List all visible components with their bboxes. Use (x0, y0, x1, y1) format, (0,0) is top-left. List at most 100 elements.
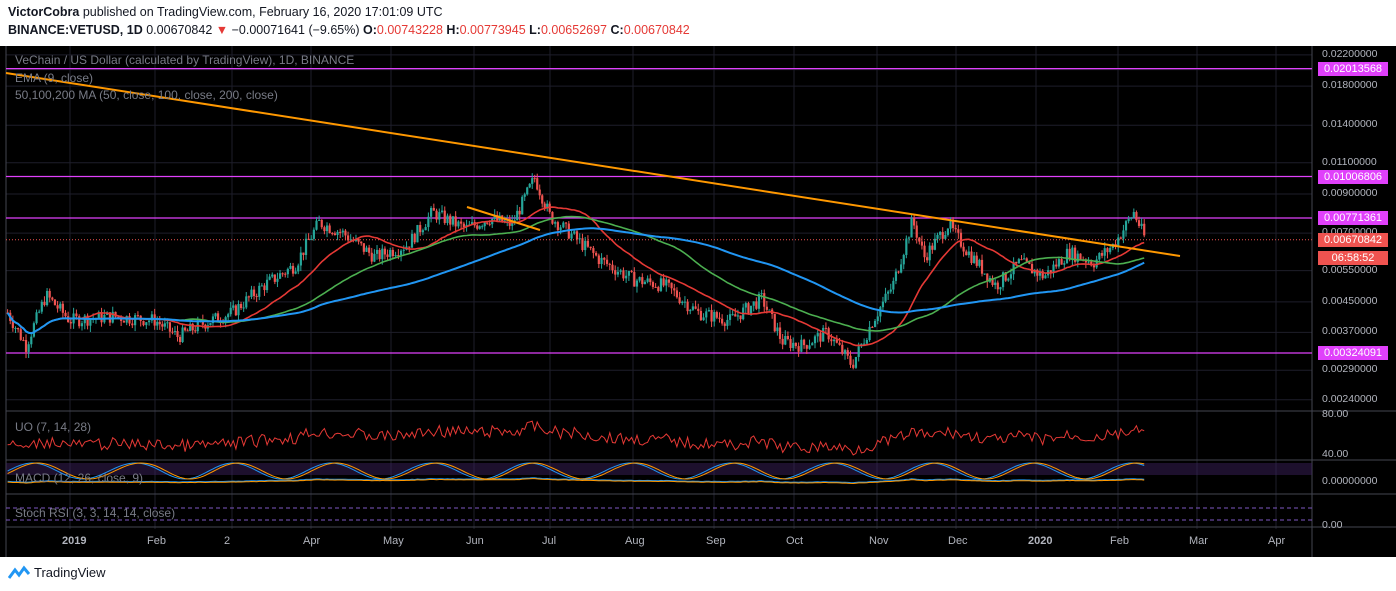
candle-body (310, 238, 313, 240)
candle-body (907, 237, 911, 239)
candle-body (75, 313, 78, 317)
candle-body (765, 306, 768, 310)
candle-body (341, 230, 344, 233)
candle-body (368, 247, 371, 253)
candle-body (928, 245, 931, 261)
candle-body (619, 270, 622, 272)
candle-body (523, 194, 526, 197)
candle-body (189, 323, 192, 332)
candle-body (443, 210, 446, 223)
candle-body (432, 207, 435, 211)
candle-body (435, 210, 438, 220)
candle-body (419, 225, 422, 233)
candle-body (835, 339, 838, 343)
chart-canvas[interactable] (0, 46, 1396, 557)
candlestick-series (6, 173, 1146, 370)
candle-body (879, 307, 882, 317)
candle-body (145, 322, 148, 326)
candle-body (430, 207, 433, 217)
uo-axis-80: 80.00 (1322, 408, 1349, 420)
time-tick-label: Jun (466, 535, 484, 547)
candle-body (1119, 237, 1122, 239)
candle-body (1124, 221, 1128, 231)
candle-body (462, 223, 465, 227)
candle-body (643, 281, 647, 285)
tradingview-logo-icon[interactable] (8, 565, 30, 581)
candle-body (156, 321, 159, 326)
candle-body (1057, 259, 1060, 267)
candle-body (760, 293, 763, 295)
candle-body (122, 320, 126, 323)
candle-body (1001, 272, 1005, 288)
ema-legend[interactable]: EMA (9, close) (15, 71, 94, 85)
candle-body (78, 316, 81, 327)
stoch-k-line (7, 462, 1145, 480)
candle-body (894, 271, 898, 281)
price-tick-label: 0.00550000 (1322, 263, 1378, 276)
brand-name[interactable]: TradingView (34, 565, 106, 580)
stoch-rsi-legend[interactable]: Stoch RSI (3, 3, 14, 14, close) (15, 506, 176, 520)
time-tick-label: Mar (1189, 535, 1208, 547)
candle-body (556, 222, 559, 231)
candle-body (564, 222, 568, 224)
candle-body (1100, 253, 1104, 256)
candle-body (263, 285, 266, 291)
candle-body (551, 211, 554, 224)
candle-body (600, 257, 603, 265)
candle-body (694, 306, 697, 309)
candle-body (229, 307, 232, 315)
main-legend-title[interactable]: VeChain / US Dollar (calculated by Tradi… (15, 53, 355, 67)
candle-body (331, 233, 334, 235)
candle-body (884, 293, 887, 302)
candle-body (965, 251, 968, 256)
macd-axis-zero: 0.00000000 (1322, 475, 1378, 487)
candle-body (1044, 275, 1047, 279)
candle-body (1122, 230, 1125, 239)
candle-body (136, 315, 140, 317)
candle-body (299, 252, 302, 266)
candle-body (100, 312, 103, 323)
publish-info: VictorCobra published on TradingView.com… (8, 5, 443, 19)
candle-body (1130, 217, 1133, 219)
uo-axis-40: 40.00 (1322, 448, 1349, 460)
candle-body (1028, 261, 1031, 265)
author-name[interactable]: VictorCobra (8, 5, 80, 19)
candle-body (1073, 247, 1077, 262)
ma-legend[interactable]: 50,100,200 MA (50, close, 100, close, 20… (15, 88, 278, 102)
time-tick-label: Nov (869, 535, 889, 547)
candle-body (941, 232, 944, 239)
horizontal-levels (6, 68, 1312, 354)
candle-body (622, 270, 625, 279)
candle-body (17, 328, 20, 330)
candle-body (315, 220, 318, 230)
candle-body (365, 247, 368, 252)
level-label: 0.00771361 (1318, 211, 1388, 225)
candle-body (1009, 274, 1013, 279)
candle-body (592, 248, 595, 253)
uo-legend[interactable]: UO (7, 14, 28) (15, 420, 92, 434)
candle-body (424, 227, 427, 231)
candle-body (747, 303, 750, 314)
open-label: O: (363, 23, 377, 37)
candle-body (247, 296, 250, 298)
candle-body (1052, 264, 1055, 274)
candle-body (533, 178, 536, 180)
candle-body (488, 223, 491, 225)
candle-body (910, 217, 913, 238)
macd-legend[interactable]: MACD (12, 26, close, 9) (15, 471, 144, 485)
indicator-lines (7, 420, 1145, 485)
candle-body (723, 323, 726, 326)
candle-body (630, 271, 633, 273)
candle-body (1055, 264, 1058, 267)
candle-body (531, 178, 534, 184)
candle-body (689, 309, 692, 312)
candle-body (641, 277, 644, 285)
candle-body (915, 225, 918, 238)
candle-body (289, 265, 292, 269)
candle-body (276, 278, 279, 282)
candle-body (543, 203, 546, 209)
candle-body (449, 215, 452, 225)
time-tick-label: Aug (625, 535, 645, 547)
candle-body (931, 245, 934, 250)
candle-body (994, 282, 997, 285)
